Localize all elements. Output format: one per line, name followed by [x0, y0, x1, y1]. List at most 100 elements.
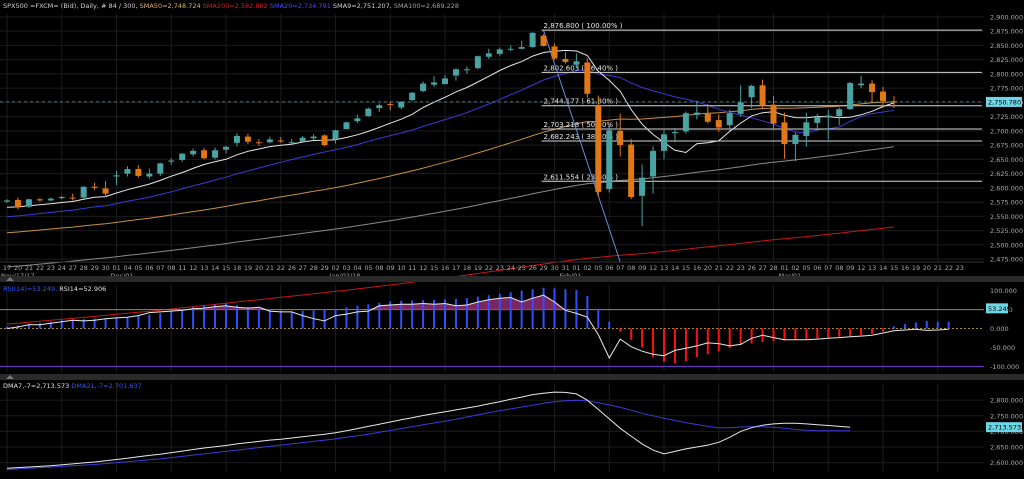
candle-body[interactable] [299, 137, 306, 142]
rsi-bar[interactable] [159, 313, 162, 329]
candle-body[interactable] [540, 35, 547, 46]
candle-body[interactable] [825, 115, 832, 118]
candle-body[interactable] [190, 150, 197, 155]
candle-body[interactable] [463, 69, 470, 71]
candle-body[interactable] [496, 49, 503, 54]
rsi-bar[interactable] [454, 298, 457, 329]
candle-body[interactable] [474, 56, 481, 69]
rsi-bar[interactable] [542, 287, 545, 329]
candle-body[interactable] [693, 112, 700, 115]
rsi-bar[interactable] [520, 290, 523, 329]
candle-body[interactable] [102, 188, 109, 194]
candle-body[interactable] [80, 186, 87, 198]
rsi-bar[interactable] [356, 305, 359, 329]
candle-body[interactable] [704, 113, 711, 122]
rsi-bar[interactable] [301, 310, 304, 329]
rsi-bar[interactable] [597, 308, 600, 329]
candle-body[interactable] [201, 150, 208, 159]
rsi-bar[interactable] [290, 311, 293, 329]
rsi-bar[interactable] [148, 314, 151, 329]
candle-body[interactable] [91, 186, 98, 188]
fibonacci-retracement[interactable]: 2,876.800 ( 100.00% ) 2,802.603 ( 76.40% … [0, 22, 984, 263]
candle-body[interactable] [212, 150, 219, 158]
rsi-bar[interactable] [772, 328, 775, 342]
candle-body[interactable] [650, 150, 657, 177]
candle-body[interactable] [781, 122, 788, 144]
rsi-bar[interactable] [137, 316, 140, 329]
rsi-bar[interactable] [871, 328, 874, 334]
rsi-bar[interactable] [630, 328, 633, 340]
candle-body[interactable] [25, 199, 32, 207]
candle-body[interactable] [803, 122, 810, 137]
candle-body[interactable] [869, 83, 876, 93]
rsi-bar[interactable] [925, 320, 928, 329]
collapse-arrow-icon[interactable] [6, 375, 14, 379]
candle-body[interactable] [737, 102, 744, 114]
candle-body[interactable] [628, 144, 635, 198]
candle-body[interactable] [420, 83, 427, 91]
rsi-bar[interactable] [71, 319, 74, 329]
candle-body[interactable] [858, 83, 865, 86]
rsi-bar[interactable] [838, 328, 841, 337]
candle-body[interactable] [58, 197, 65, 199]
rsi-bar[interactable] [892, 326, 895, 329]
rsi-bar[interactable] [6, 326, 8, 329]
candle-body[interactable] [179, 153, 186, 160]
candle-body[interactable] [573, 61, 580, 65]
candle-body[interactable] [277, 140, 284, 142]
rsi-bar[interactable] [476, 296, 479, 329]
rsi-bar[interactable] [225, 303, 227, 329]
rsi-bar[interactable] [695, 328, 698, 358]
candle-body[interactable] [69, 197, 76, 199]
candle-body[interactable] [759, 85, 766, 106]
rsi-bar[interactable] [444, 299, 446, 329]
rsi-bar[interactable] [903, 323, 906, 329]
rsi-bar[interactable] [739, 328, 742, 346]
candle-body[interactable] [310, 136, 317, 139]
rsi-bar[interactable] [367, 304, 370, 329]
candle-body[interactable] [409, 92, 416, 101]
candle-body[interactable] [332, 130, 339, 140]
candle-body[interactable] [507, 48, 514, 50]
rsi-bar[interactable] [794, 328, 797, 340]
rsi-bar[interactable] [422, 300, 425, 329]
rsi-bar[interactable] [323, 309, 326, 329]
candle-body[interactable] [354, 118, 361, 122]
rsi-bar[interactable] [378, 302, 381, 329]
rsi-bar[interactable] [805, 328, 808, 340]
pane-splitter-1[interactable] [0, 276, 1024, 282]
candle-body[interactable] [223, 146, 229, 150]
candle-body[interactable] [36, 199, 43, 201]
candle-body[interactable] [726, 113, 733, 126]
rsi-bar[interactable] [104, 319, 107, 329]
rsi-bar[interactable] [235, 305, 238, 329]
candle-body[interactable] [124, 169, 131, 174]
candle-body[interactable] [606, 130, 613, 190]
rsi-bar[interactable] [389, 301, 392, 329]
rsi-bar[interactable] [203, 305, 206, 329]
rsi-bar[interactable] [257, 308, 260, 329]
candle-body[interactable] [748, 85, 755, 98]
candle-body[interactable] [387, 104, 394, 106]
candle-body[interactable] [168, 160, 175, 162]
rsi-bar[interactable] [82, 319, 85, 329]
pane-splitter-2[interactable] [0, 374, 1024, 380]
rsi-bar[interactable] [728, 328, 731, 349]
rsi-bar[interactable] [334, 308, 337, 329]
rsi-bar[interactable] [411, 300, 414, 329]
candle-body[interactable] [452, 69, 459, 76]
rsi-bar[interactable] [214, 304, 217, 329]
candle-body[interactable] [770, 104, 777, 124]
rsi-bar[interactable] [816, 328, 819, 339]
rsi-bar[interactable] [575, 289, 578, 329]
candle-body[interactable] [584, 62, 591, 94]
rsi-bar[interactable] [126, 317, 129, 329]
rsi-bar[interactable] [246, 306, 249, 329]
rsi-bar[interactable] [49, 321, 52, 329]
candle-body[interactable] [398, 101, 405, 108]
rsi-bar[interactable] [27, 323, 30, 329]
rsi-bar[interactable] [564, 289, 567, 329]
rsi-bar[interactable] [487, 295, 490, 329]
candle-body[interactable] [321, 135, 328, 146]
